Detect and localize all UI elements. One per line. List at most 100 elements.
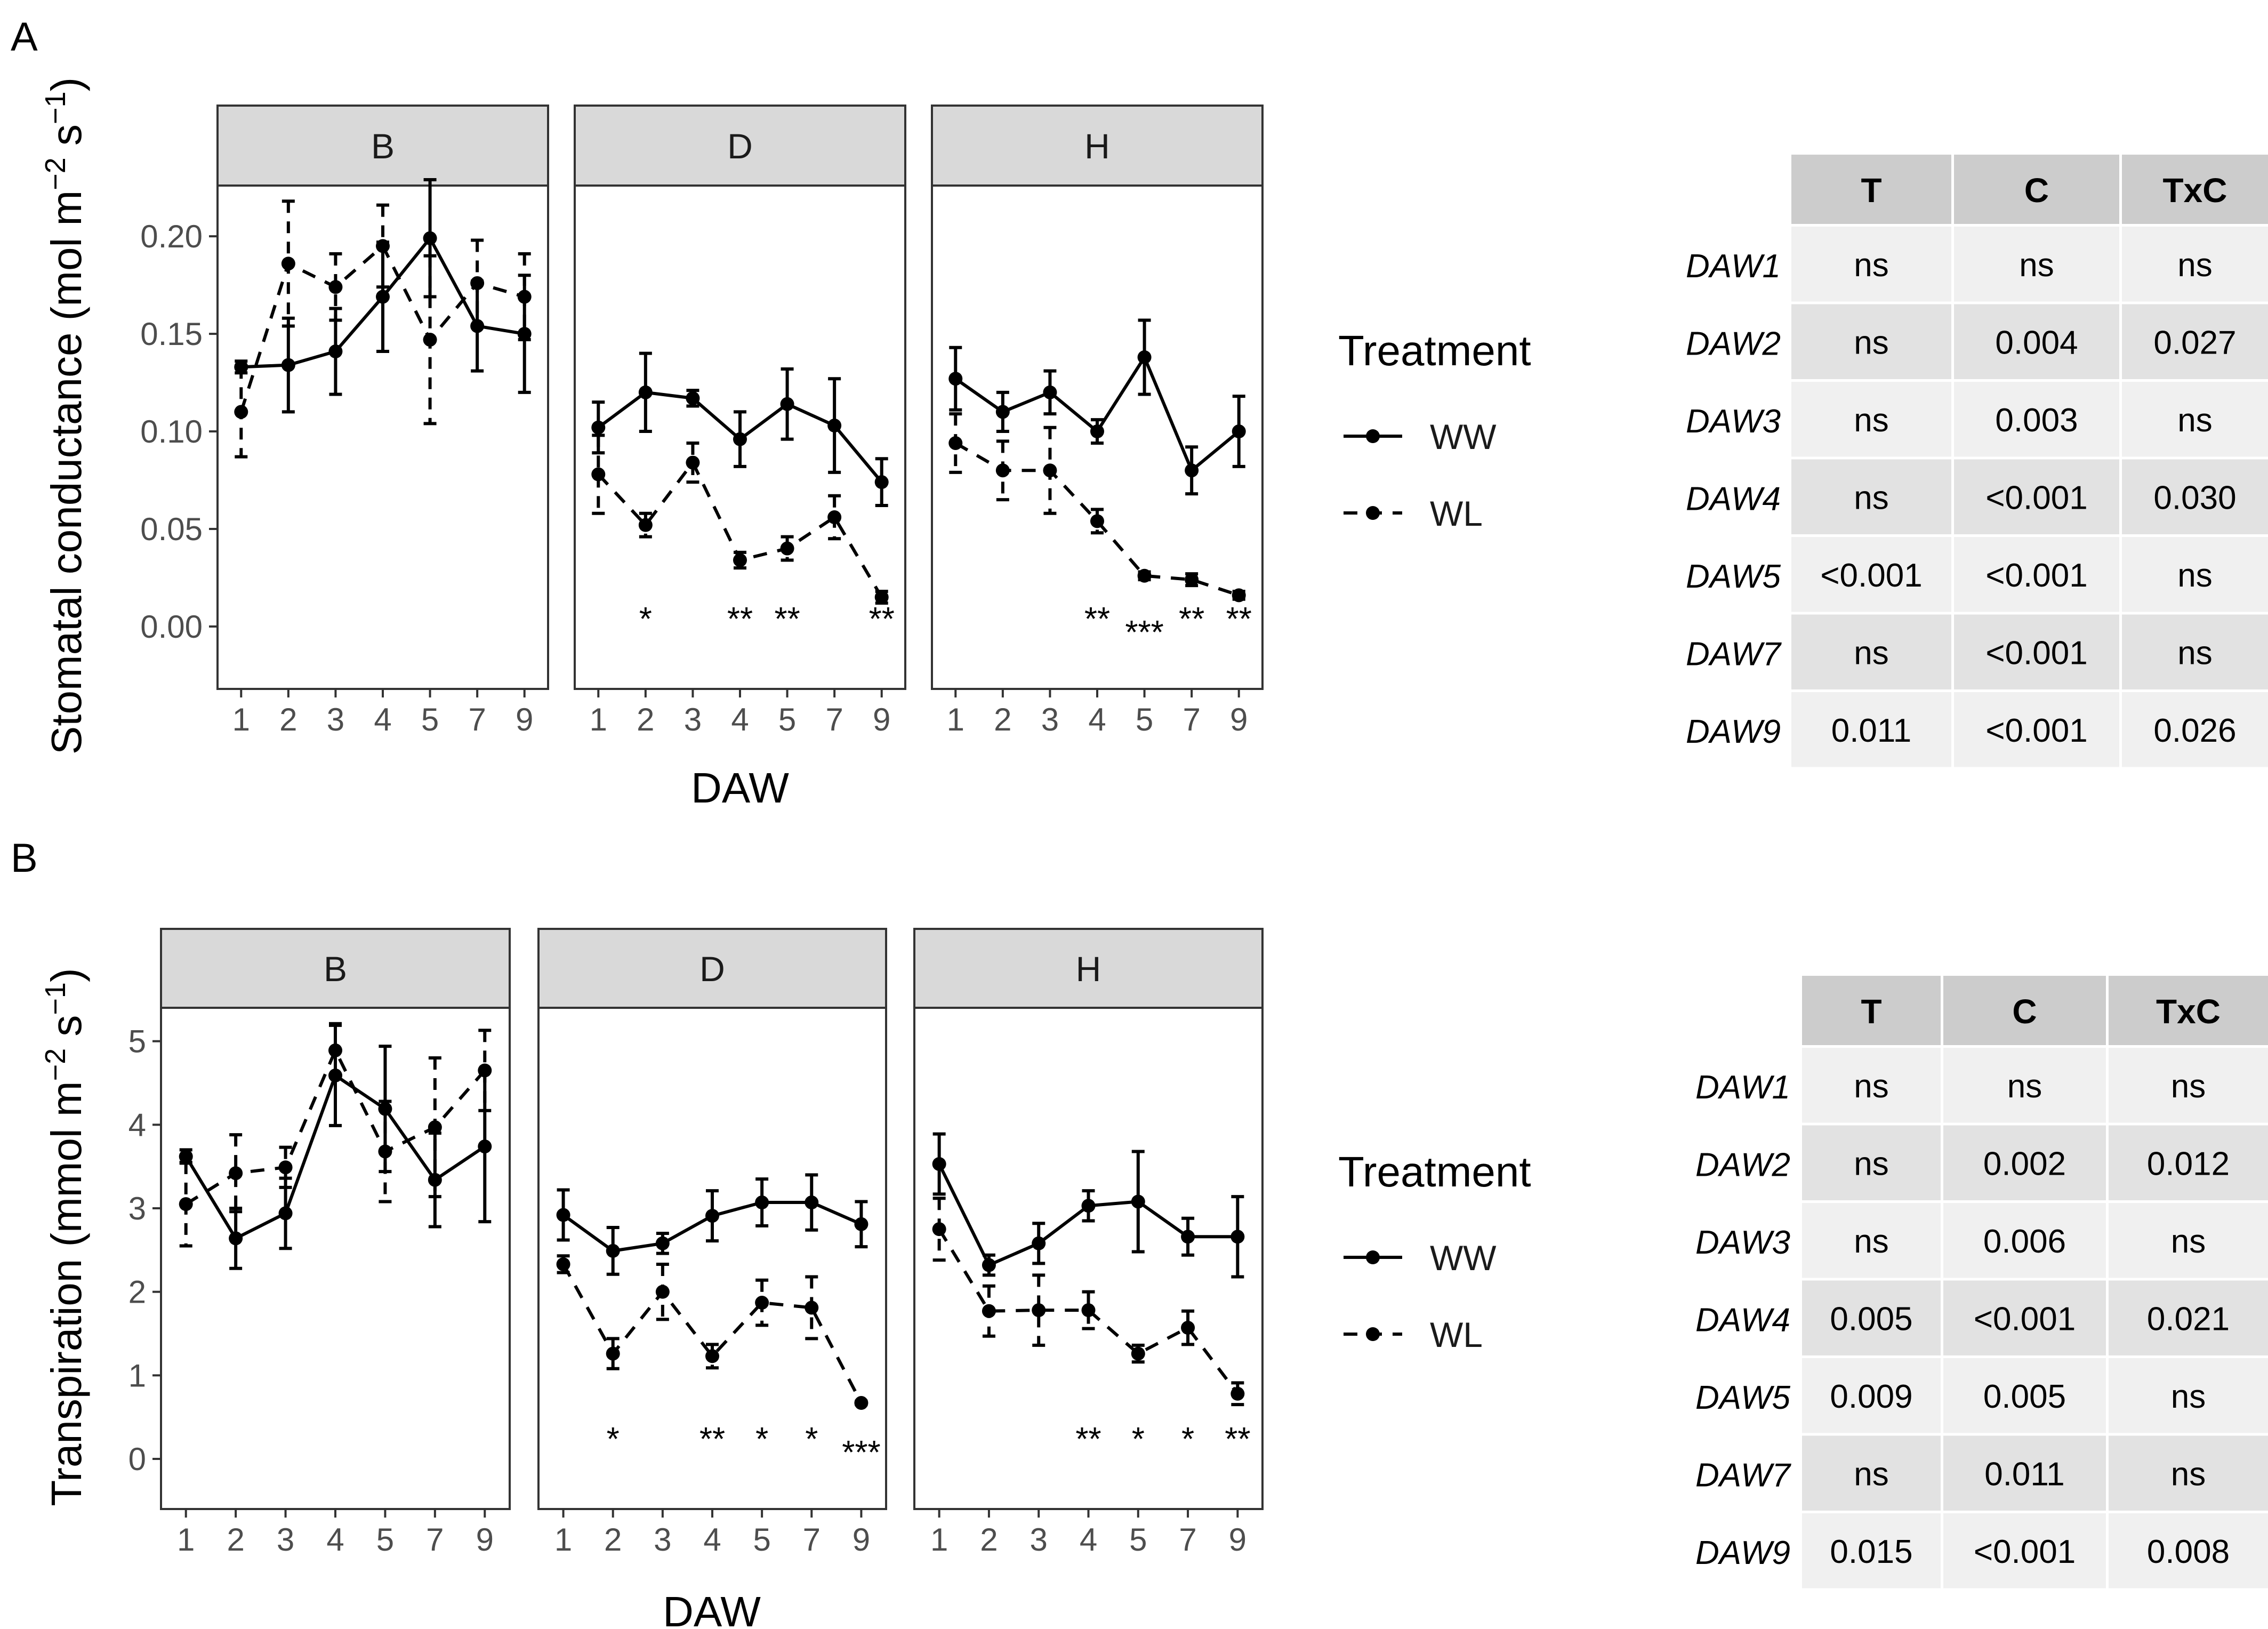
data-point: [1131, 1194, 1145, 1209]
data-point: [1081, 1199, 1096, 1213]
data-point: [281, 256, 295, 271]
x-tick-label: 1: [177, 1522, 195, 1558]
table-cell: [1943, 1280, 2106, 1355]
data-point: [1081, 1303, 1096, 1318]
x-tick-label: 3: [1041, 702, 1059, 737]
table-cell: [2122, 227, 2268, 302]
facet-strip-label: H: [1076, 949, 1101, 989]
data-point: [1137, 568, 1152, 583]
data-point: [948, 436, 963, 450]
stats-table: T C TxC DAW1 ns ns ns DAW2 ns 0.004 0.027 DAW3 ns 0.0…: [1686, 155, 2268, 767]
table-cell-value: ns: [2171, 1456, 2206, 1492]
table-cell: [1954, 692, 2119, 767]
table-cell: [1943, 1358, 2106, 1433]
table-cell-value: 0.027: [2153, 324, 2236, 361]
facet-strip: [216, 105, 549, 187]
table-cell-value: ns: [2171, 1068, 2206, 1105]
x-tick-label: 2: [279, 702, 297, 737]
table-cell: [1954, 537, 2119, 612]
significance-marker: *: [805, 1421, 818, 1458]
table-cell-value: ns: [1854, 635, 1888, 671]
data-point: [932, 1157, 946, 1171]
table-cell-value: 0.009: [1830, 1378, 1912, 1415]
data-point: [470, 276, 485, 290]
table-cell-value: <0.001: [1985, 712, 2087, 749]
table-header-label: C: [2024, 171, 2049, 210]
table-cell-value: 0.005: [1830, 1301, 1912, 1337]
x-tick-label: 3: [1030, 1522, 1048, 1558]
facet-strip-label: D: [699, 949, 725, 989]
y-tick-label: 0.00: [140, 609, 203, 645]
series-WL: [556, 1254, 868, 1410]
data-point: [591, 420, 606, 435]
table-cell-value: ns: [1854, 1456, 1888, 1492]
plot-panel: [913, 1007, 1264, 1510]
table-header-cell: [1791, 155, 1951, 224]
plot-panel: [537, 1007, 887, 1510]
x-tick-label: 5: [1129, 1522, 1147, 1558]
x-tick-label: 7: [825, 702, 843, 737]
facet-D: D1 2 3 4 5 7 9* ** ** **: [574, 105, 906, 737]
data-point: [1032, 1236, 1046, 1250]
x-tick-label: 9: [476, 1522, 494, 1558]
table-cell: [1802, 1125, 1941, 1200]
table-cell-value: ns: [2171, 1378, 2206, 1415]
table-cell: [1802, 1203, 1941, 1278]
data-point: [606, 1243, 620, 1258]
data-point: [780, 397, 794, 411]
x-tick-label: 4: [703, 1522, 721, 1558]
y-tick-label: 4: [128, 1107, 146, 1143]
table-cell: [1802, 1280, 1941, 1355]
x-tick-label: 5: [753, 1522, 770, 1558]
legend-key-point: [1366, 429, 1380, 443]
y-axis-title-ylabel: Transpiration (mmol m: [43, 1081, 90, 1506]
x-tick-label: 7: [426, 1522, 444, 1558]
facet-strip: [537, 928, 887, 1009]
table-header-label: TxC: [2156, 992, 2221, 1031]
data-point: [328, 344, 343, 359]
x-tick-label: 2: [637, 702, 654, 737]
table-row-label: DAW2: [1686, 325, 1781, 362]
y-axis-title: Stomatal conductance (mol m−2 s−1): [39, 77, 90, 755]
y-axis-title-ylabel-mid: s: [43, 1015, 90, 1048]
x-tick-label: 4: [1080, 1522, 1097, 1558]
data-point: [686, 455, 700, 470]
y-axis-title-ylabel: Stomatal conductance (mol m: [43, 190, 90, 755]
data-point: [606, 1346, 620, 1361]
significance-marker: *: [1181, 1421, 1194, 1458]
table-row-label: DAW5: [1695, 1379, 1791, 1416]
table-row-label: DAW2: [1695, 1146, 1790, 1183]
y-tick-label: 0.10: [140, 414, 203, 450]
table-cell: [1943, 1435, 2106, 1511]
table-cell-value: <0.001: [1985, 557, 2087, 594]
table-cell: [2109, 1125, 2268, 1200]
data-point: [755, 1195, 769, 1210]
table-cell-value: 0.021: [2147, 1301, 2230, 1337]
data-point: [1181, 1321, 1195, 1335]
data-point: [229, 1166, 243, 1181]
table-row-label: DAW3: [1695, 1224, 1790, 1261]
series-WL: [932, 1197, 1245, 1407]
table-cell-value: 0.011: [1984, 1456, 2065, 1492]
legend-title: Treatment: [1338, 1148, 1531, 1195]
table-cell: [1954, 304, 2119, 379]
legend-label: WL: [1430, 1315, 1483, 1354]
table-header-cell: [2109, 976, 2268, 1045]
x-tick-label: 3: [327, 702, 344, 737]
data-point: [1232, 588, 1246, 603]
data-point: [874, 590, 889, 605]
table-cell: [1791, 614, 1951, 689]
table-cell-value: ns: [1854, 324, 1888, 361]
data-point: [1090, 424, 1104, 439]
data-point: [854, 1396, 868, 1410]
x-tick-label: 9: [873, 702, 890, 737]
significance-marker: **: [1084, 601, 1110, 638]
facet-H: H1 2 3 4 5 7 9** * * **: [913, 928, 1264, 1558]
y-tick-label: 1: [128, 1358, 146, 1393]
table-cell: [1791, 537, 1951, 612]
x-tick-label: 4: [374, 702, 391, 737]
data-point: [733, 553, 747, 567]
